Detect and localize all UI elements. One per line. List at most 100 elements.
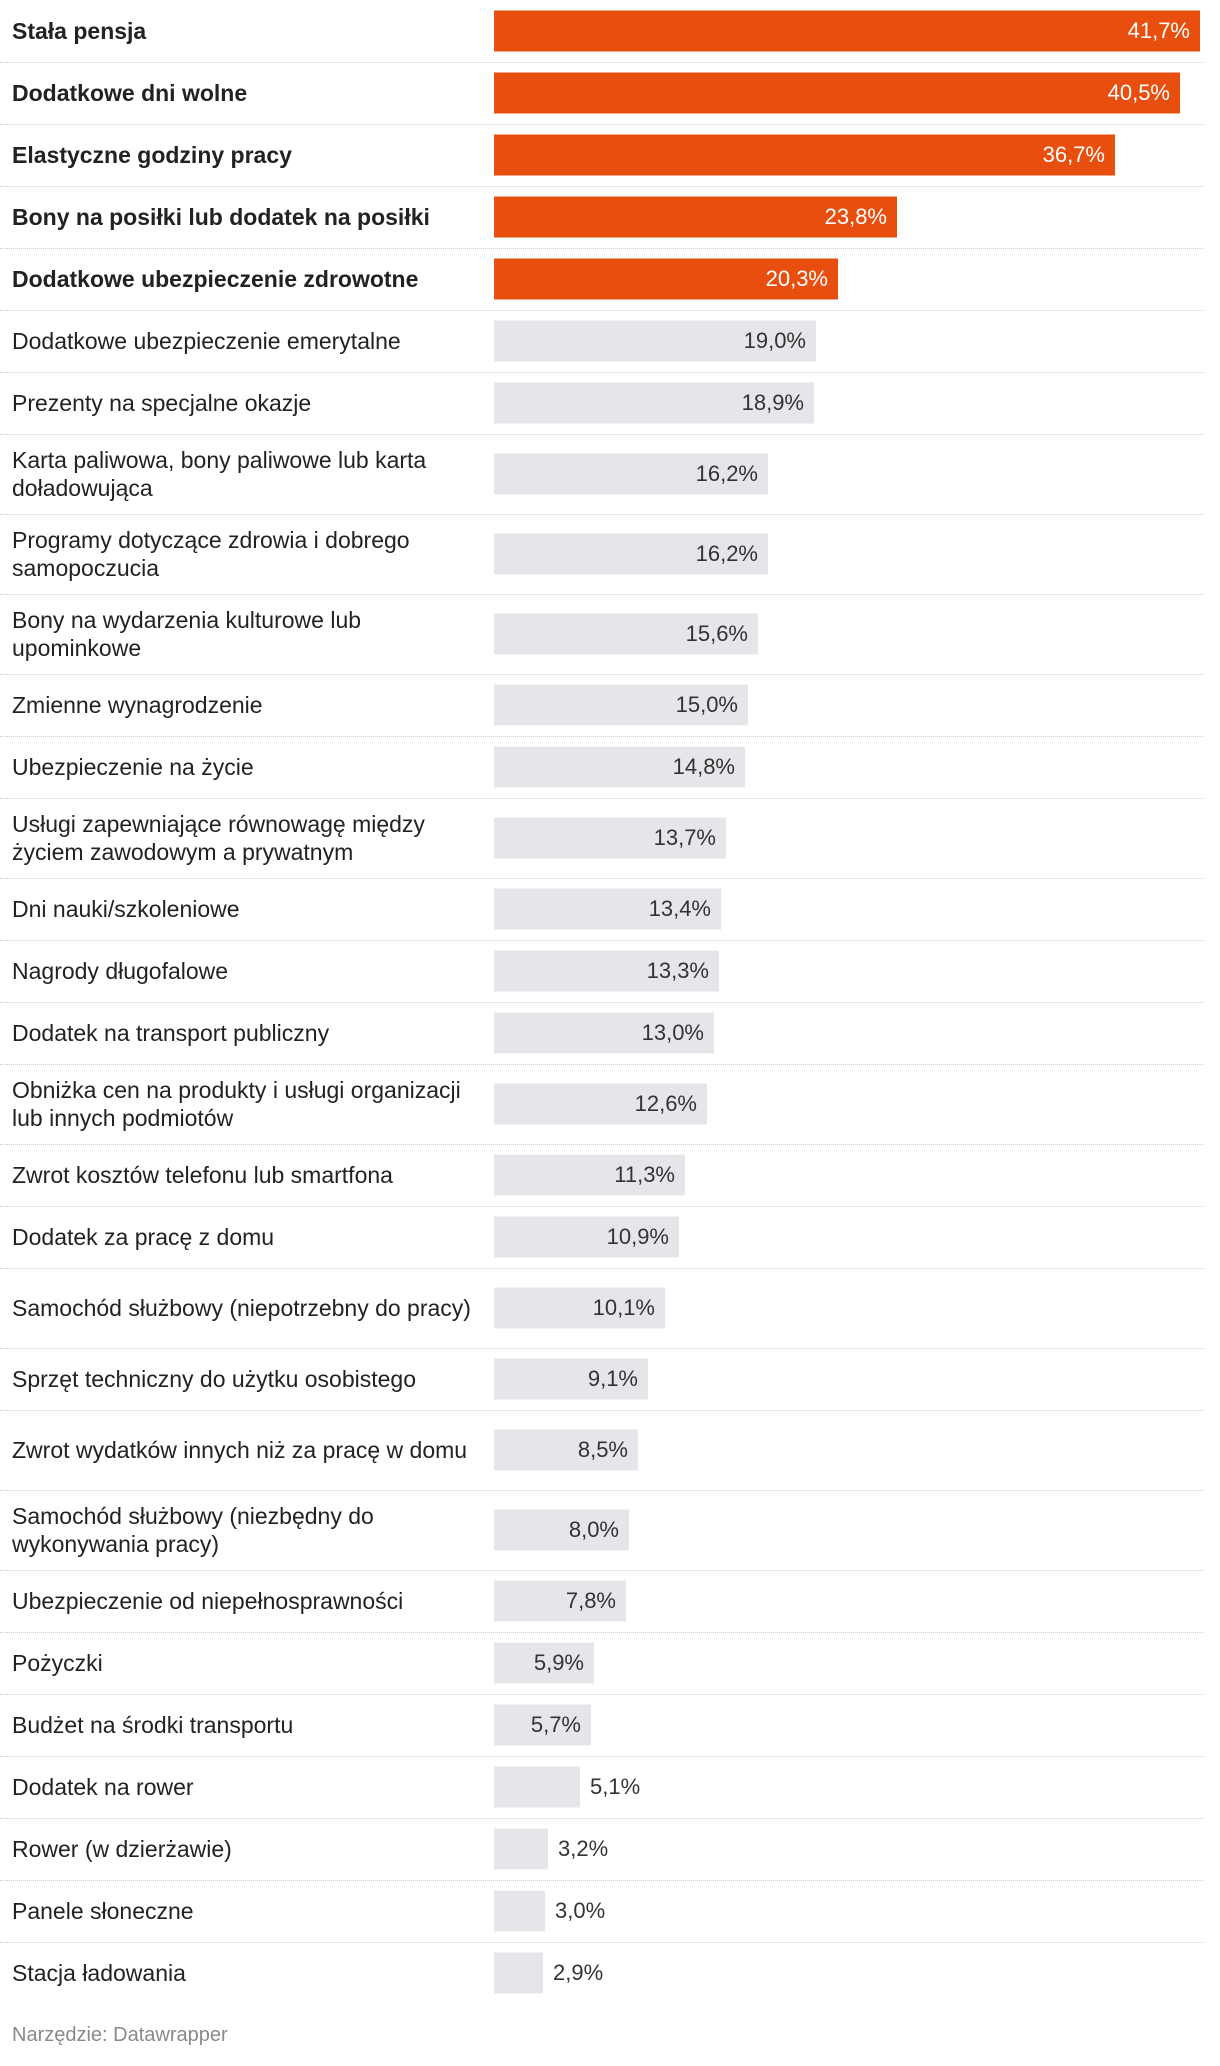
value-label: 20,3%: [765, 266, 828, 291]
source-note: Narzędzie: Datawrapper: [12, 2024, 228, 2046]
value-label: 16,2%: [695, 541, 758, 566]
value-label: 18,9%: [741, 390, 804, 415]
value-label: 5,7%: [530, 1712, 581, 1737]
value-label: 13,7%: [653, 825, 716, 850]
row-divider: [0, 1206, 1204, 1207]
category-label: Sprzęt techniczny do użytku osobistego: [12, 1366, 417, 1392]
row-divider: [0, 1348, 1204, 1349]
category-label: Nagrody długofalowe: [12, 958, 229, 984]
value-label: 10,9%: [606, 1224, 669, 1249]
category-label: Bony na wydarzenia kulturowe lub upomink…: [12, 607, 362, 661]
bar: [494, 1429, 638, 1471]
value-label: 5,1%: [590, 1774, 641, 1799]
bar: [494, 684, 748, 726]
row-divider: [0, 124, 1204, 125]
category-label: Zwrot wydatków innych niż za pracę w dom…: [12, 1437, 468, 1463]
value-label: 14,8%: [672, 754, 735, 779]
value-label: 11,3%: [614, 1162, 675, 1187]
category-label: Prezenty na specjalne okazje: [12, 390, 312, 416]
value-label: 2,9%: [553, 1960, 604, 1985]
row-divider: [0, 1268, 1204, 1269]
row-divider: [0, 434, 1204, 435]
bar: [494, 453, 768, 495]
row-divider: [0, 1570, 1204, 1571]
category-label: Stała pensja: [12, 18, 147, 44]
bar: [494, 1766, 580, 1808]
bar: [494, 1216, 679, 1258]
value-label: 19,0%: [743, 328, 806, 353]
bar: [494, 10, 1200, 52]
value-label: 12,6%: [634, 1091, 697, 1116]
category-label: Zmienne wynagrodzenie: [12, 692, 263, 718]
bar: [494, 1509, 629, 1551]
category-label: Dodatkowe dni wolne: [12, 80, 248, 106]
row-divider: [0, 372, 1204, 373]
value-label: 3,0%: [555, 1898, 606, 1923]
row-divider: [0, 736, 1204, 737]
value-label: 23,8%: [824, 204, 887, 229]
value-label: 3,2%: [558, 1836, 609, 1861]
row-divider: [0, 798, 1204, 799]
bar: [494, 746, 745, 788]
bar: [494, 72, 1180, 114]
bar: [494, 196, 897, 238]
row-divider: [0, 514, 1204, 515]
bar: [494, 817, 726, 859]
value-label: 13,0%: [641, 1020, 704, 1045]
bar: [494, 258, 838, 300]
value-label: 13,3%: [646, 958, 709, 983]
category-label: Dni nauki/szkoleniowe: [12, 896, 240, 922]
category-label: Ubezpieczenie od niepełnosprawności: [12, 1588, 404, 1614]
bar: [494, 320, 816, 362]
row-divider: [0, 1002, 1204, 1003]
bar: [494, 888, 721, 930]
value-label: 8,0%: [568, 1517, 619, 1542]
bar: [494, 1287, 665, 1329]
row-divider: [0, 1632, 1204, 1633]
bar: [494, 950, 719, 992]
bar: [494, 1358, 648, 1400]
bar: [494, 1083, 707, 1125]
category-label: Panele słoneczne: [12, 1898, 194, 1924]
row-divider: [0, 1064, 1204, 1065]
row-divider: [0, 1756, 1204, 1757]
bar: [494, 1890, 545, 1932]
value-label: 36,7%: [1042, 142, 1105, 167]
row-divider: [0, 62, 1204, 63]
row-divider: [0, 1880, 1204, 1881]
category-label: Dodatek na transport publiczny: [12, 1020, 330, 1046]
category-label: Samochód służbowy (niepotrzebny do pracy…: [12, 1295, 471, 1321]
category-label: Zwrot kosztów telefonu lub smartfona: [12, 1162, 393, 1188]
value-label: 40,5%: [1107, 80, 1170, 105]
category-label: Ubezpieczenie na życie: [12, 754, 254, 780]
category-label: Pożyczki: [12, 1650, 103, 1676]
bar: [494, 1952, 543, 1994]
category-label: Dodatkowe ubezpieczenie emerytalne: [12, 328, 401, 354]
category-label: Dodatek na rower: [12, 1774, 194, 1800]
value-label: 9,1%: [587, 1366, 638, 1391]
category-label: Budżet na środki transportu: [12, 1712, 294, 1738]
value-label: 16,2%: [695, 461, 758, 486]
row-divider: [0, 1144, 1204, 1145]
category-label: Dodatek za pracę z domu: [12, 1224, 275, 1250]
bar: [494, 533, 768, 575]
value-label: 5,9%: [533, 1650, 584, 1675]
value-label: 15,6%: [685, 621, 748, 646]
row-divider: [0, 1942, 1204, 1943]
value-label: 8,5%: [577, 1437, 628, 1462]
bar: [494, 1642, 594, 1684]
category-label: Usługi zapewniające równowagę między życ…: [12, 811, 425, 865]
value-label: 13,4%: [648, 896, 711, 921]
category-label: Stacja ładowania: [12, 1960, 186, 1986]
category-label: Rower (w dzierżawie): [12, 1836, 232, 1862]
row-divider: [0, 594, 1204, 595]
value-label: 15,0%: [675, 692, 738, 717]
bar: [494, 134, 1115, 176]
bar: [494, 1580, 626, 1622]
row-divider: [0, 878, 1204, 879]
row-divider: [0, 1490, 1204, 1491]
value-label: 10,1%: [592, 1295, 655, 1320]
row-divider: [0, 1818, 1204, 1819]
row-divider: [0, 186, 1204, 187]
category-label: Dodatkowe ubezpieczenie zdrowotne: [12, 266, 419, 292]
